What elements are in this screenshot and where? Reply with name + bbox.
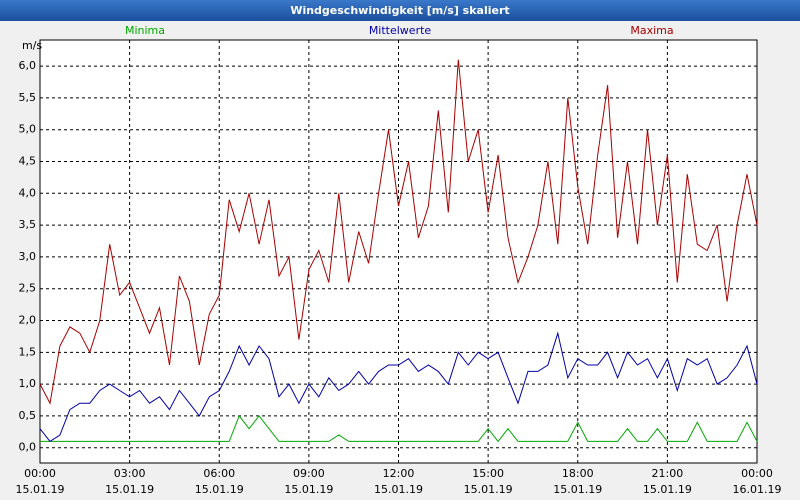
y-tick-label: 3,0 bbox=[19, 250, 37, 263]
x-tick-date: 15.01.19 bbox=[643, 483, 692, 496]
y-tick-label: 0,0 bbox=[19, 441, 37, 454]
x-tick-date: 15.01.19 bbox=[553, 483, 602, 496]
x-tick-date: 15.01.19 bbox=[195, 483, 244, 496]
y-tick-label: 2,0 bbox=[19, 314, 37, 327]
y-tick-label: 2,5 bbox=[19, 282, 37, 295]
x-tick-date: 15.01.19 bbox=[374, 483, 423, 496]
x-tick-label: 06:00 bbox=[203, 467, 235, 480]
x-tick-date: 15.01.19 bbox=[284, 483, 333, 496]
x-tick-label: 21:00 bbox=[652, 467, 684, 480]
legend-label: Maxima bbox=[630, 24, 673, 37]
y-unit: m/s bbox=[22, 39, 42, 52]
x-tick-date: 16.01.19 bbox=[733, 483, 782, 496]
x-tick-label: 03:00 bbox=[114, 467, 146, 480]
x-tick-label: 00:00 bbox=[741, 467, 773, 480]
y-tick-label: 0,5 bbox=[19, 409, 37, 422]
series-line bbox=[39, 331, 758, 443]
title-bar bbox=[0, 0, 800, 21]
y-tick-label: 4,5 bbox=[19, 154, 37, 167]
y-tick-label: 1,0 bbox=[19, 377, 37, 390]
y-tick-label: 4,0 bbox=[19, 186, 37, 199]
legend-label: Mittelwerte bbox=[369, 24, 432, 37]
x-tick-label: 15:00 bbox=[472, 467, 504, 480]
x-tick-date: 15.01.19 bbox=[105, 483, 154, 496]
y-tick-label: 3,5 bbox=[19, 218, 37, 231]
chart-title: Windgeschwindigkeit [m/s] skaliert bbox=[290, 4, 509, 17]
y-tick-label: 6,0 bbox=[19, 59, 37, 72]
series-line bbox=[39, 59, 758, 405]
x-tick-label: 00:00 bbox=[24, 467, 56, 480]
y-tick-label: 5,5 bbox=[19, 91, 37, 104]
x-tick-label: 18:00 bbox=[562, 467, 594, 480]
x-tick-date: 15.01.19 bbox=[16, 483, 65, 496]
legend-label: Minima bbox=[125, 24, 165, 37]
y-tick-label: 5,0 bbox=[19, 123, 37, 136]
x-tick-date: 15.01.19 bbox=[464, 483, 513, 496]
x-tick-label: 09:00 bbox=[293, 467, 325, 480]
series-line bbox=[40, 414, 758, 443]
y-tick-label: 1,5 bbox=[19, 345, 37, 358]
x-tick-label: 12:00 bbox=[383, 467, 415, 480]
